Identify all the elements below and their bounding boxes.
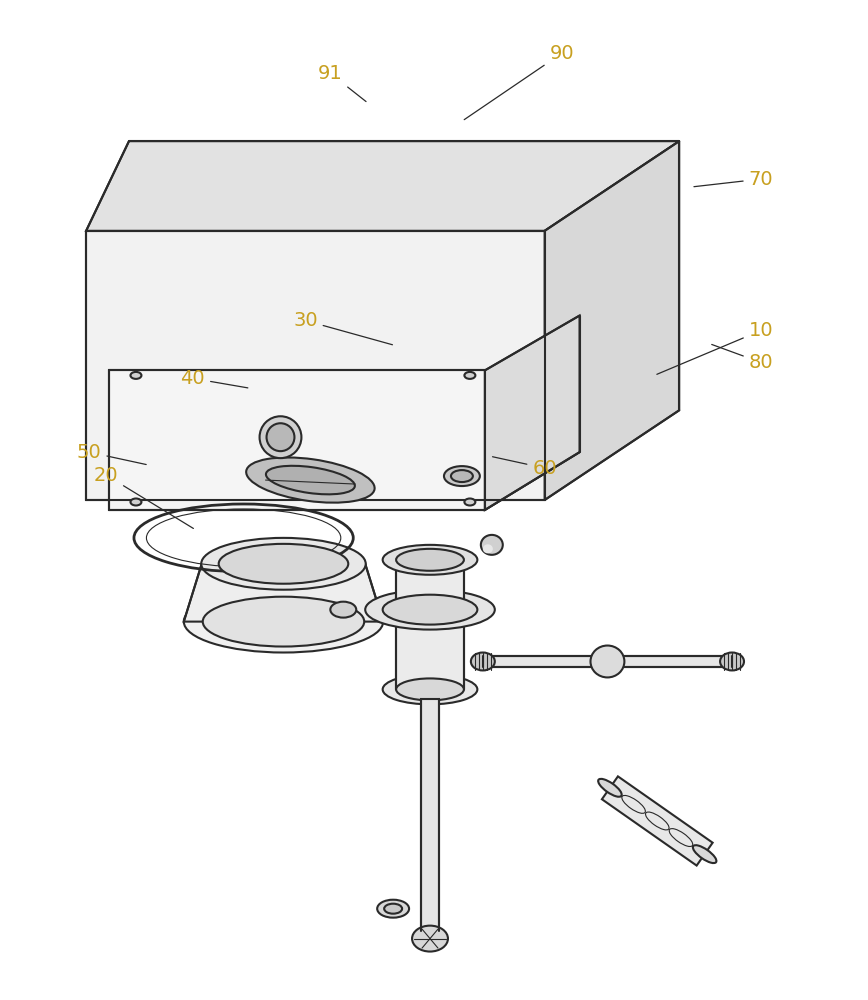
Polygon shape (109, 452, 580, 510)
Ellipse shape (396, 678, 464, 700)
Ellipse shape (203, 597, 365, 647)
Ellipse shape (266, 466, 355, 494)
Polygon shape (483, 656, 732, 667)
Text: 10: 10 (657, 321, 773, 374)
Polygon shape (396, 610, 464, 689)
Ellipse shape (383, 595, 477, 625)
Ellipse shape (130, 499, 141, 505)
Ellipse shape (464, 372, 476, 379)
Text: 91: 91 (318, 64, 366, 102)
Ellipse shape (451, 470, 473, 482)
Text: 30: 30 (293, 311, 392, 345)
Polygon shape (109, 370, 485, 510)
Text: 50: 50 (76, 443, 146, 465)
Ellipse shape (365, 590, 495, 630)
Polygon shape (86, 231, 544, 500)
Ellipse shape (378, 900, 409, 918)
Text: 20: 20 (94, 466, 194, 528)
Text: 90: 90 (464, 44, 574, 120)
Ellipse shape (470, 653, 495, 670)
Ellipse shape (385, 904, 402, 914)
Text: 60: 60 (492, 457, 557, 478)
Ellipse shape (383, 674, 477, 704)
Text: 80: 80 (712, 344, 773, 372)
Ellipse shape (481, 535, 503, 555)
Ellipse shape (412, 926, 448, 952)
Ellipse shape (720, 653, 744, 670)
Ellipse shape (464, 499, 476, 505)
Polygon shape (184, 564, 383, 622)
Polygon shape (602, 776, 713, 866)
Polygon shape (544, 141, 680, 500)
Text: 40: 40 (181, 369, 248, 388)
Ellipse shape (201, 538, 365, 590)
Ellipse shape (331, 602, 356, 618)
Ellipse shape (130, 372, 141, 379)
Text: 70: 70 (694, 170, 773, 189)
Polygon shape (396, 560, 464, 610)
Polygon shape (421, 699, 439, 931)
Ellipse shape (260, 416, 301, 458)
Ellipse shape (693, 845, 716, 863)
Ellipse shape (266, 423, 294, 451)
Ellipse shape (444, 466, 480, 486)
Ellipse shape (396, 549, 464, 571)
Ellipse shape (219, 544, 348, 584)
Ellipse shape (383, 545, 477, 575)
Polygon shape (485, 316, 580, 510)
Ellipse shape (590, 646, 624, 677)
Ellipse shape (598, 779, 621, 797)
Ellipse shape (184, 591, 383, 653)
Ellipse shape (483, 545, 492, 552)
Ellipse shape (247, 457, 375, 503)
Polygon shape (86, 141, 680, 231)
